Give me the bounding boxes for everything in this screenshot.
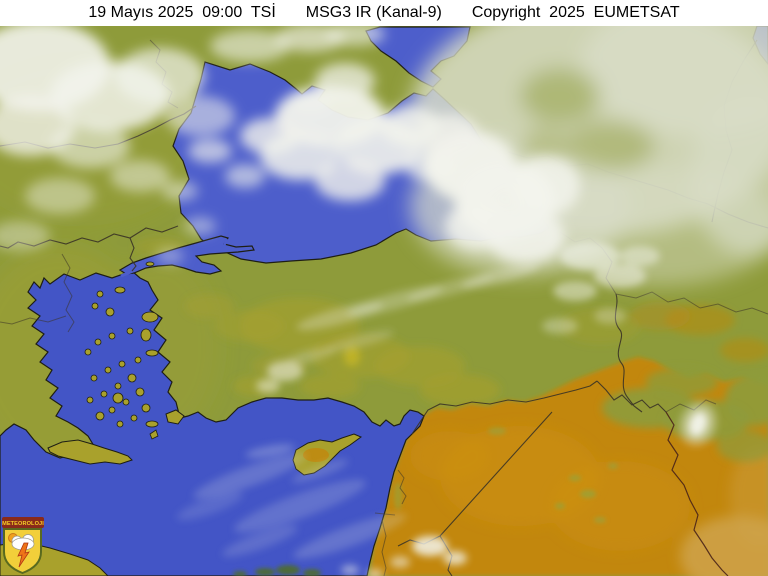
mgm-logo: METEOROLOJI (2, 517, 44, 575)
bosphorus-strait (221, 238, 229, 249)
nile-delta-patches (233, 565, 321, 576)
timestamp-label: 19 Mayıs 2025 09:00 TSİ (88, 4, 276, 21)
satellite-image: METEOROLOJI (0, 26, 768, 576)
logo-lightning-icon (17, 542, 30, 568)
title-bar: 19 Mayıs 2025 09:00 TSİ MSG3 IR (Kanal-9… (0, 0, 768, 26)
desert-brightness (410, 426, 768, 576)
copyright-label: Copyright 2025 EUMETSAT (471, 4, 680, 21)
satellite-channel-label: MSG3 IR (Kanal-9) (305, 4, 442, 21)
dardanelles-strait (120, 269, 134, 278)
cloud-layer (0, 26, 580, 264)
crete-island (47, 439, 133, 465)
cyprus-interior (303, 448, 329, 462)
rhodes-island (165, 409, 185, 425)
logo-banner (2, 517, 44, 528)
cloud-wisps (176, 242, 717, 576)
logo-banner-text: METEOROLOJI (2, 521, 44, 527)
aegean-islands (84, 261, 159, 428)
desert-green-flecks (394, 427, 618, 523)
karpathos-island (149, 429, 159, 440)
